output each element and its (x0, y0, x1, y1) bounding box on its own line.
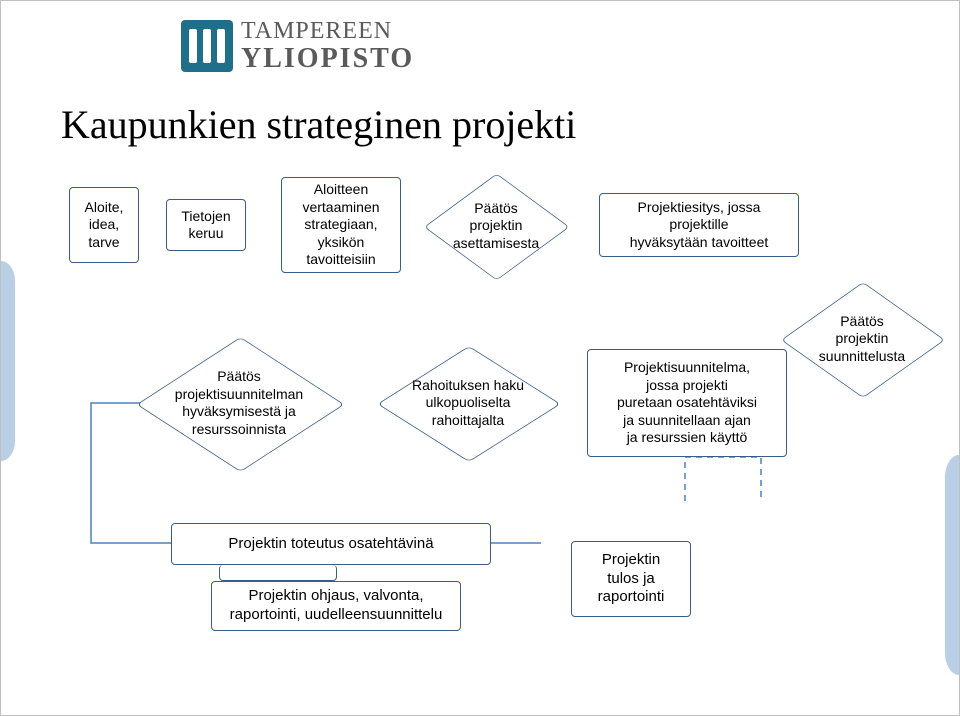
side-deco-right (945, 455, 959, 675)
logo-text: TAMPEREEN YLIOPISTO (241, 19, 414, 74)
connector-1 (685, 457, 761, 501)
node-n11: Projektin ohjaus, valvonta, raportointi,… (211, 581, 461, 631)
logo-mark (181, 20, 233, 72)
node-n5: Projektiesitys, jossa projektille hyväks… (599, 193, 799, 257)
node-n8: Projektisuunnitelma, jossa projekti pure… (587, 349, 787, 457)
slide-title: Kaupunkien strateginen projekti (61, 101, 576, 148)
side-deco-left (1, 261, 15, 461)
node-n13: Projektin tulos ja raportointi (571, 541, 691, 617)
node-n9-label: Päätös projektin suunnittelusta (777, 279, 947, 399)
node-n4: Päätös projektin asettamisesta (421, 171, 571, 281)
node-n6-label: Päätös projektisuunnitelman hyväksymises… (131, 333, 347, 473)
node-n4-label: Päätös projektin asettamisesta (421, 171, 571, 281)
node-n3-label: Aloitteen vertaaminen strategiaan, yksik… (298, 177, 383, 273)
slide: TAMPEREEN YLIOPISTO Kaupunkien strategin… (0, 0, 960, 716)
node-n7: Rahoituksen haku ulkopuoliselta rahoitta… (373, 343, 563, 463)
node-n2: Tietojen keruu (166, 199, 246, 251)
node-n1-label: Aloite, idea, tarve (81, 195, 128, 256)
node-n13-label: Projektin tulos ja raportointi (594, 547, 669, 611)
logo: TAMPEREEN YLIOPISTO (181, 19, 414, 74)
node-n11-label: Projektin ohjaus, valvonta, raportointi,… (226, 583, 447, 629)
node-n5-label: Projektiesitys, jossa projektille hyväks… (626, 195, 773, 256)
node-n7-label: Rahoituksen haku ulkopuoliselta rahoitta… (373, 343, 563, 463)
node-n10-label: Projektin toteutus osatehtävinä (224, 531, 437, 558)
node-n8-label: Projektisuunnitelma, jossa projekti pure… (613, 355, 761, 451)
node-n1: Aloite, idea, tarve (69, 187, 139, 263)
node-n6: Päätös projektisuunnitelman hyväksymises… (131, 333, 347, 473)
logo-line2: YLIOPISTO (241, 44, 414, 73)
node-n9: Päätös projektin suunnittelusta (777, 279, 947, 399)
node-n10: Projektin toteutus osatehtävinä (171, 523, 491, 565)
logo-line1: TAMPEREEN (241, 19, 414, 44)
node-n2-label: Tietojen keruu (177, 204, 234, 247)
node-n3: Aloitteen vertaaminen strategiaan, yksik… (281, 177, 401, 273)
node-n12 (219, 565, 337, 581)
